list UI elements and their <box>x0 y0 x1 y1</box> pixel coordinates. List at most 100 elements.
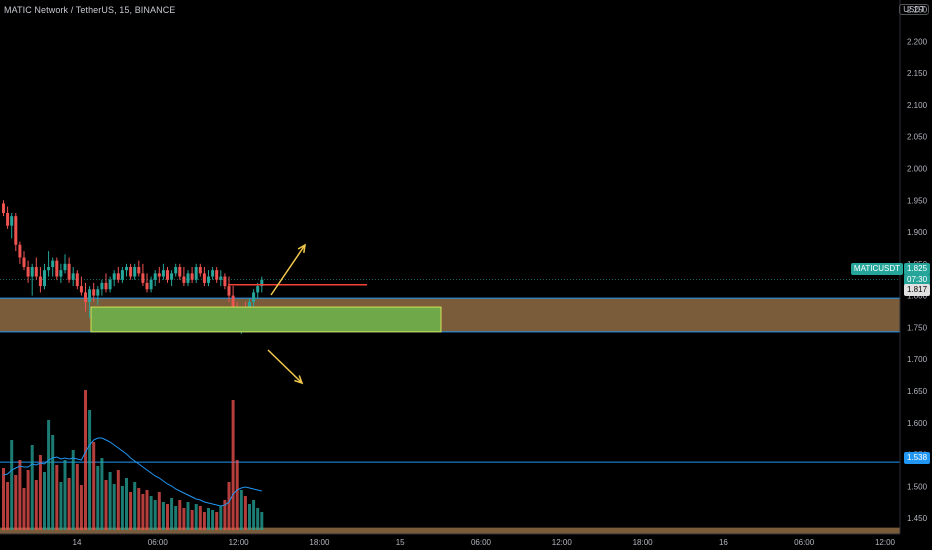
price-tick-label: 1.600 <box>907 419 928 428</box>
volume-bar <box>207 508 210 530</box>
candle <box>100 279 104 296</box>
volume-bar <box>14 475 18 530</box>
volume-bar <box>6 482 10 530</box>
up-arrow[interactable] <box>270 243 306 296</box>
candle-body <box>256 286 260 293</box>
candle-body <box>10 216 14 226</box>
drawings-layer[interactable] <box>90 243 442 385</box>
volume-bar <box>186 502 190 530</box>
volume-ma-line <box>3 437 262 507</box>
countdown-badge: 07:30 <box>904 274 930 286</box>
candle <box>34 257 38 280</box>
volume-bar <box>100 458 104 530</box>
volume-bar <box>38 455 42 530</box>
candle-body <box>133 267 137 277</box>
candle-body <box>120 270 124 280</box>
currency-badge[interactable]: USDT <box>899 4 929 15</box>
volume-bar <box>182 508 186 530</box>
candle <box>190 267 194 283</box>
volume-bar <box>215 512 219 530</box>
volume-bar <box>79 485 83 530</box>
time-axis[interactable]: 14 06:00 12:00 18:00 15 06:00 12:00 18:00 16 06:0… <box>0 533 900 547</box>
volume-bar <box>137 488 141 530</box>
ticker-badge: MATICUSDT <box>850 263 903 275</box>
candle <box>6 206 10 229</box>
candle-body <box>211 270 215 277</box>
candle <box>219 270 223 287</box>
time-tick-label: 18:00 <box>633 538 654 547</box>
volume-bar <box>67 478 71 530</box>
candle <box>22 251 26 271</box>
time-tick-label: 06:00 <box>148 538 169 547</box>
volume-bar <box>63 460 67 530</box>
price-tick-label: 2.150 <box>907 69 928 78</box>
volume-zone[interactable] <box>0 527 900 534</box>
candle-body <box>125 267 128 271</box>
candle <box>215 267 219 283</box>
candle-body <box>2 203 5 213</box>
hline-price-badge: 1.538 <box>904 452 930 464</box>
volume-bar <box>112 484 116 530</box>
candle-body <box>157 273 161 277</box>
candle-body <box>116 273 120 280</box>
candle-body <box>59 270 63 277</box>
candle <box>137 260 141 277</box>
volume-bar <box>47 420 51 530</box>
candle-body <box>207 276 210 283</box>
time-tick-label: 16 <box>719 538 728 547</box>
volume-bar <box>2 468 5 530</box>
candle <box>67 257 71 283</box>
candle-body <box>141 273 145 283</box>
candle-body <box>18 244 22 258</box>
candle-body <box>96 289 100 296</box>
candle <box>202 267 206 287</box>
price-tick-label: 1.500 <box>907 482 928 491</box>
candle-body <box>166 270 169 280</box>
candle-body <box>38 276 42 287</box>
price-tick-label: 2.100 <box>907 101 928 110</box>
volume-bar <box>239 490 243 530</box>
candle-body <box>79 286 83 293</box>
candle-body <box>223 276 227 287</box>
candle <box>104 273 108 293</box>
candle <box>211 267 215 280</box>
candle <box>47 251 51 277</box>
volume-bar <box>120 486 124 530</box>
candle-body <box>202 273 206 283</box>
volume-bar <box>96 466 100 530</box>
candle-body <box>149 279 153 290</box>
candle-body <box>129 267 133 277</box>
candle-body <box>170 273 174 280</box>
volume-bar <box>231 400 235 530</box>
volume-bar <box>211 510 215 530</box>
volume-bar <box>149 496 153 530</box>
candle-body <box>26 267 30 277</box>
green-box[interactable] <box>90 306 442 333</box>
volume-bar <box>219 506 223 530</box>
volume-bar <box>194 504 198 530</box>
candle <box>227 276 231 302</box>
candle-body <box>84 292 87 302</box>
candle <box>30 263 34 296</box>
volume-bar <box>22 488 26 530</box>
volume-bar <box>161 502 165 530</box>
candle <box>96 286 100 306</box>
candle <box>133 263 137 280</box>
candle <box>223 273 227 290</box>
candle <box>108 276 112 293</box>
down-arrow[interactable] <box>267 349 304 385</box>
candle <box>88 286 92 318</box>
candle-body <box>227 286 231 296</box>
candle <box>186 270 190 287</box>
candle <box>18 241 22 264</box>
candle <box>2 200 5 217</box>
candle <box>14 212 18 252</box>
candle <box>252 289 256 309</box>
price-tick-label: 1.650 <box>907 387 928 396</box>
candle-body <box>55 260 59 277</box>
prev-price-badge: 1.817 <box>904 284 930 296</box>
volume-bar <box>30 445 34 530</box>
volume-bar <box>59 482 63 530</box>
volume-bar <box>174 506 178 530</box>
